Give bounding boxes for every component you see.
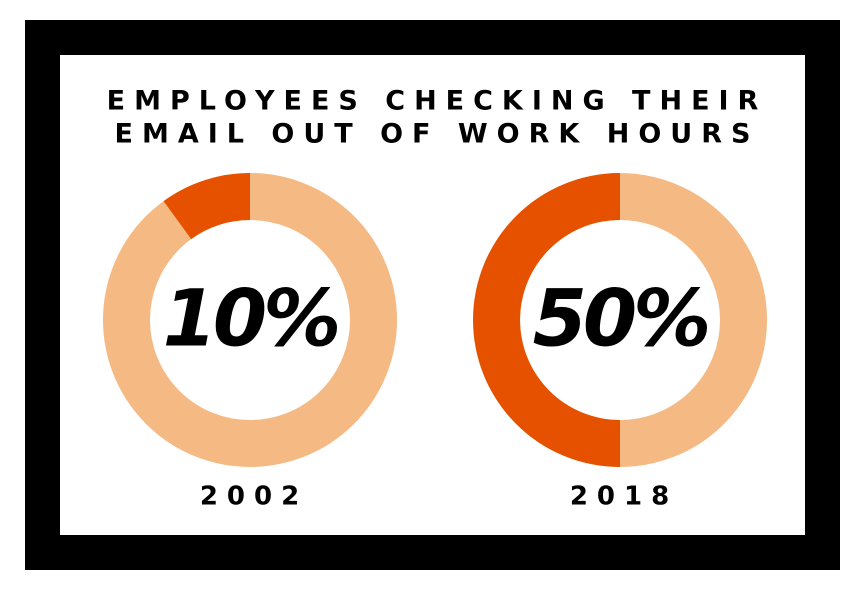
donut-segment bbox=[473, 173, 620, 467]
panel bbox=[60, 55, 805, 535]
year-label: 2002 bbox=[200, 482, 308, 512]
title-line: EMAIL OUT OF WORK HOURS bbox=[115, 119, 760, 150]
center-label: 10% bbox=[163, 274, 338, 364]
donut-segment bbox=[163, 173, 250, 240]
year-label: 2018 bbox=[570, 482, 678, 512]
title-line: EMPLOYEES CHECKING THEIR bbox=[107, 86, 768, 117]
center-label: 50% bbox=[533, 274, 708, 364]
